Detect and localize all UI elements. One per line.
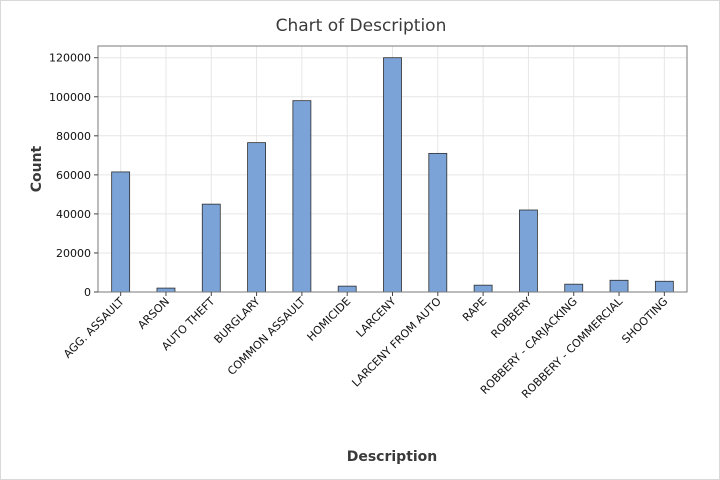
y-tick-label: 100000 [49,91,91,104]
x-axis-label: Description [347,449,438,465]
x-tick-label: RAPE [460,295,489,324]
x-tick-label: ROBBERY [489,295,535,341]
bar [156,287,176,293]
y-axis-ticks: 0 20000 40000 60000 80000 100000 120000 [49,52,98,299]
bar [473,284,493,293]
x-tick-label: HOMICIDE [305,295,354,344]
bar [292,100,312,293]
bar [654,280,674,293]
y-axis-label: Count [29,145,45,192]
bar [519,209,538,293]
chart-title: Chart of Description [276,16,447,36]
y-tick-label: 80000 [56,130,91,143]
x-tick-label: LARCENY [354,295,399,340]
x-tick-label: AGG. ASSAULT [61,295,127,361]
bar [383,57,402,293]
y-tick-label: 20000 [56,247,91,260]
y-tick-label: 60000 [56,169,91,182]
x-tick-label: SHOOTING [619,295,670,346]
y-tick-label: 120000 [49,52,91,65]
x-tick-label: LARCENY FROM AUTO [349,295,444,390]
x-tick-label: ARSON [135,295,172,332]
bar [337,285,357,293]
bar [428,152,448,293]
y-tick-label: 0 [84,286,91,299]
bar [609,279,629,293]
x-tick-label: COMMON ASSAULT [225,295,308,378]
bar [247,142,266,293]
y-tick-label: 40000 [56,208,91,221]
bar [111,171,131,293]
bar [201,203,221,293]
bar [564,283,584,293]
